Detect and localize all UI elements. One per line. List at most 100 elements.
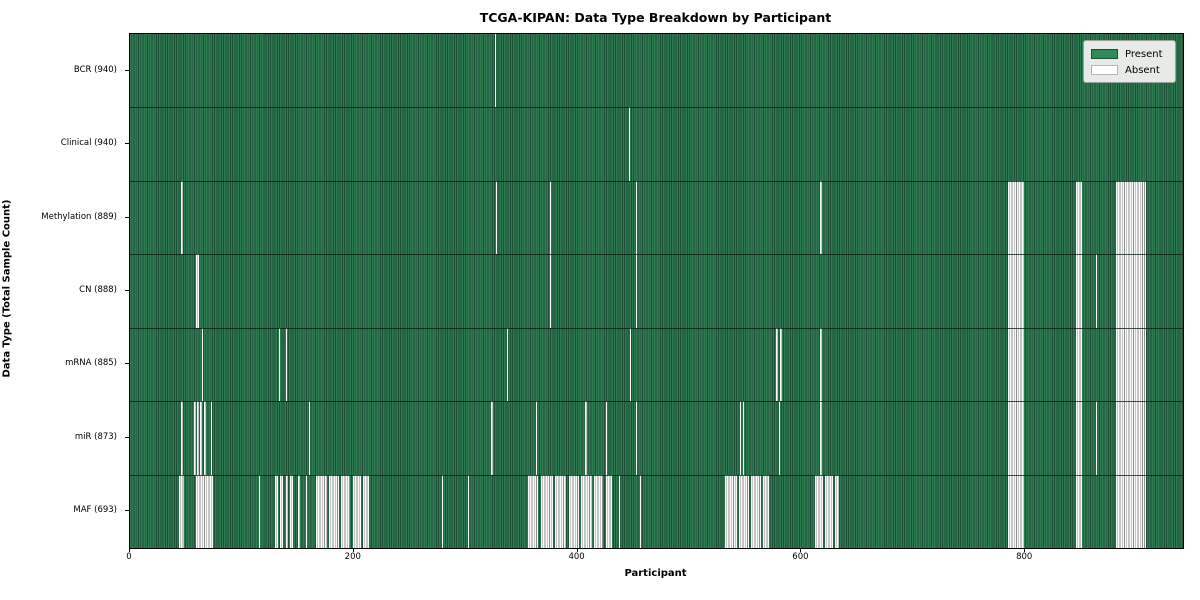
absent-bar: [619, 474, 621, 548]
xtick-mark: [1024, 548, 1026, 552]
row-separator: [130, 107, 1183, 109]
absent-bar: [635, 254, 637, 328]
absent-bar: [305, 474, 307, 548]
absent-bar: [751, 474, 762, 548]
ytick-label-Methylation: Methylation (889): [41, 211, 117, 222]
xtick-mark: [352, 548, 354, 552]
absent-bar: [814, 474, 823, 548]
absent-bar: [1008, 401, 1025, 475]
row-separator: [130, 327, 1183, 329]
absent-bar: [1075, 180, 1083, 255]
absent-bar: [738, 474, 749, 548]
absent-bar: [635, 401, 637, 475]
absent-bar: [285, 474, 288, 548]
absent-bar: [820, 180, 822, 255]
absent-bar: [315, 474, 327, 548]
absent-bar: [179, 474, 184, 548]
absent-bar: [1008, 327, 1025, 402]
absent-bar: [297, 474, 301, 548]
absent-bar: [549, 180, 551, 255]
legend-label-absent: Absent: [1125, 64, 1160, 76]
absent-bar: [196, 254, 200, 328]
absent-bar: [629, 107, 631, 181]
legend-swatch-present: [1091, 49, 1118, 59]
ytick-label-BCR: BCR (940): [73, 64, 117, 75]
ytick-mark: [125, 510, 129, 512]
absent-bar: [1115, 401, 1147, 475]
xtick-label-400: 400: [568, 552, 585, 562]
absent-bar: [275, 474, 278, 548]
row-separator: [130, 254, 1183, 256]
x-axis-label: Participant: [624, 568, 687, 579]
xtick-label-800: 800: [1016, 552, 1033, 562]
absent-bar: [210, 401, 212, 475]
absent-bar: [201, 327, 203, 402]
absent-bar: [640, 474, 642, 548]
absent-bar: [200, 401, 202, 475]
absent-bar: [290, 474, 294, 548]
xtick-mark: [576, 548, 578, 552]
absent-bar: [725, 474, 737, 548]
row-separator: [130, 401, 1183, 403]
absent-bar: [1115, 327, 1147, 402]
row-Clinical: [130, 107, 1183, 181]
absent-bar: [1095, 401, 1097, 475]
absent-bar: [491, 401, 493, 475]
absent-bar: [285, 327, 287, 402]
absent-bar: [442, 474, 444, 548]
absent-bar: [1115, 474, 1147, 548]
absent-bar: [352, 474, 361, 548]
absent-bar: [341, 474, 351, 548]
absent-bar: [824, 474, 833, 548]
row-mRNA: [130, 327, 1183, 402]
ytick-mark: [125, 290, 129, 291]
absent-bar: [1008, 180, 1025, 255]
absent-bar: [630, 327, 632, 402]
absent-bar: [585, 401, 587, 475]
absent-bar: [635, 180, 637, 255]
absent-bar: [1095, 254, 1097, 328]
absent-bar: [495, 180, 498, 255]
ytick-label-miR: miR (873): [74, 431, 117, 442]
absent-bar: [1115, 180, 1147, 255]
row-BCR: [130, 34, 1183, 108]
absent-bar: [1075, 474, 1083, 548]
row-Methylation: [130, 180, 1183, 255]
row-MAF: [130, 474, 1183, 548]
ytick-label-CN: CN (888): [79, 285, 117, 295]
absent-bar: [203, 401, 207, 475]
absent-bar: [309, 401, 311, 475]
absent-bar: [775, 327, 778, 402]
absent-bar: [279, 474, 284, 548]
absent-bar: [196, 474, 213, 548]
absent-bar: [181, 180, 183, 255]
absent-bar: [605, 401, 607, 475]
absent-bar: [329, 474, 340, 548]
absent-bar: [528, 474, 539, 548]
absent-bar: [739, 401, 741, 475]
absent-bar: [467, 474, 470, 548]
absent-bar: [834, 474, 840, 548]
absent-bar: [780, 327, 783, 402]
xtick-label-200: 200: [344, 552, 361, 562]
absent-bar: [1115, 254, 1147, 328]
absent-bar: [258, 474, 260, 548]
absent-bar: [181, 401, 183, 475]
ytick-label-MAF: MAF (693): [73, 505, 117, 516]
legend-label-present: Present: [1125, 48, 1163, 60]
row-CN: [130, 254, 1183, 328]
absent-bar: [540, 474, 553, 548]
absent-bar: [605, 474, 613, 548]
ytick-label-mRNA: mRNA (885): [65, 358, 117, 369]
absent-bar: [193, 401, 197, 475]
ytick-mark: [125, 143, 129, 145]
absent-bar: [197, 401, 200, 475]
absent-bar: [536, 401, 538, 475]
absent-bar: [743, 401, 745, 475]
ytick-label-Clinical: Clinical (940): [60, 138, 117, 149]
absent-bar: [568, 474, 579, 548]
absent-bar: [494, 34, 496, 108]
ytick-mark: [125, 216, 129, 218]
absent-bar: [362, 474, 370, 548]
